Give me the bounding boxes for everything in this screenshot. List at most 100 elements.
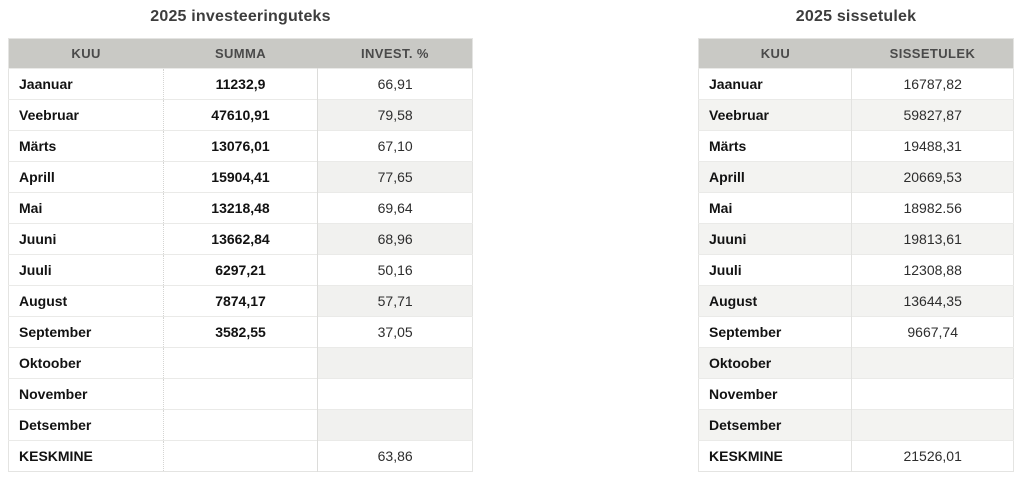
- cell-month: Juuni: [8, 223, 164, 255]
- investments-table-title: 2025 investeeringuteks: [150, 8, 331, 25]
- table-row: Märts 13076,01 67,10: [8, 130, 473, 162]
- cell-value: 13218,48: [163, 192, 319, 224]
- table-row: KESKMINE 63,86: [8, 440, 473, 472]
- cell-value: 6297,21: [163, 254, 319, 286]
- cell-month: Mai: [8, 192, 164, 224]
- cell-value: 57,71: [317, 285, 473, 317]
- table-row: September 3582,55 37,05: [8, 316, 473, 348]
- cell-month: Märts: [8, 130, 164, 162]
- cell-value: [317, 409, 473, 441]
- cell-month: Detsember: [698, 409, 853, 441]
- table-row: August 7874,17 57,71: [8, 285, 473, 317]
- cell-value: 9667,74: [851, 316, 1014, 348]
- header-row: KUU SISSETULEK: [698, 38, 1014, 69]
- cell-value: 47610,91: [163, 99, 319, 131]
- cell-value: [851, 409, 1014, 441]
- cell-value: [851, 347, 1014, 379]
- cell-month: Märts: [698, 130, 853, 162]
- table-row: Juuli 6297,21 50,16: [8, 254, 473, 286]
- cell-month: Jaanuar: [698, 68, 853, 100]
- table-row: Juuni 19813,61: [698, 223, 1014, 255]
- table-row: September 9667,74: [698, 316, 1014, 348]
- cell-value: [163, 440, 319, 472]
- cell-value: 18982.56: [851, 192, 1014, 224]
- table-row: Juuli 12308,88: [698, 254, 1014, 286]
- cell-value: 13662,84: [163, 223, 319, 255]
- cell-month: Mai: [698, 192, 853, 224]
- cell-value: [851, 378, 1014, 410]
- table-row: Juuni 13662,84 68,96: [8, 223, 473, 255]
- cell-value: 59827,87: [851, 99, 1014, 131]
- cell-month: KESKMINE: [8, 440, 164, 472]
- col-header-kuu: KUU: [698, 38, 852, 69]
- table-row: Detsember: [698, 409, 1014, 441]
- table-row: KESKMINE 21526,01: [698, 440, 1014, 472]
- cell-value: 77,65: [317, 161, 473, 193]
- cell-value: 19813,61: [851, 223, 1014, 255]
- table-row: Veebruar 59827,87: [698, 99, 1014, 131]
- table-row: Aprill 15904,41 77,65: [8, 161, 473, 193]
- cell-value: 79,58: [317, 99, 473, 131]
- cell-month: Veebruar: [8, 99, 164, 131]
- income-table-section: 2025 sissetulek KUU SISSETULEK Jaanuar 16…: [698, 0, 1014, 472]
- cell-month: KESKMINE: [698, 440, 853, 472]
- col-header-kuu: KUU: [8, 38, 164, 69]
- table-row: Märts 19488,31: [698, 130, 1014, 162]
- cell-value: 21526,01: [851, 440, 1014, 472]
- cell-value: 67,10: [317, 130, 473, 162]
- cell-month: Aprill: [8, 161, 164, 193]
- cell-month: August: [698, 285, 853, 317]
- cell-value: 13076,01: [163, 130, 319, 162]
- table-row: November: [8, 378, 473, 410]
- cell-value: [317, 347, 473, 379]
- cell-month: Veebruar: [698, 99, 853, 131]
- cell-month: November: [8, 378, 164, 410]
- cell-value: 19488,31: [851, 130, 1014, 162]
- cell-value: 37,05: [317, 316, 473, 348]
- table-row: Mai 13218,48 69,64: [8, 192, 473, 224]
- cell-value: 69,64: [317, 192, 473, 224]
- table-row: November: [698, 378, 1014, 410]
- cell-value: 50,16: [317, 254, 473, 286]
- cell-value: 20669,53: [851, 161, 1014, 193]
- investments-table: KUU SUMMA INVEST. % Jaanuar 11232,9 66,91 V…: [8, 38, 473, 472]
- table-row: Oktoober: [8, 347, 473, 379]
- income-table-body: Jaanuar 16787,82 Veebruar 59827,87 Märts 1948…: [698, 68, 1014, 472]
- table-row: Jaanuar 16787,82: [698, 68, 1014, 100]
- cell-value: 63,86: [317, 440, 473, 472]
- cell-value: 11232,9: [163, 68, 319, 100]
- col-header-sissetulek: SISSETULEK: [851, 38, 1014, 69]
- cell-value: [163, 347, 319, 379]
- header-row: KUU SUMMA INVEST. %: [8, 38, 473, 69]
- cell-value: 3582,55: [163, 316, 319, 348]
- cell-month: September: [698, 316, 853, 348]
- cell-month: Aprill: [698, 161, 853, 193]
- table-row: August 13644,35: [698, 285, 1014, 317]
- cell-value: 13644,35: [851, 285, 1014, 317]
- cell-month: November: [698, 378, 853, 410]
- income-table: KUU SISSETULEK Jaanuar 16787,82 Veebruar 59…: [698, 38, 1014, 472]
- table-row: Mai 18982.56: [698, 192, 1014, 224]
- cell-month: August: [8, 285, 164, 317]
- cell-value: 66,91: [317, 68, 473, 100]
- investments-table-body: Jaanuar 11232,9 66,91 Veebruar 47610,91 79,58…: [8, 68, 473, 472]
- cell-month: Juuli: [698, 254, 853, 286]
- table-row: Detsember: [8, 409, 473, 441]
- cell-month: Jaanuar: [8, 68, 164, 100]
- cell-value: [163, 378, 319, 410]
- table-row: Aprill 20669,53: [698, 161, 1014, 193]
- cell-value: 7874,17: [163, 285, 319, 317]
- cell-month: September: [8, 316, 164, 348]
- cell-month: Oktoober: [8, 347, 164, 379]
- table-row: Oktoober: [698, 347, 1014, 379]
- cell-month: Oktoober: [698, 347, 853, 379]
- table-row: Jaanuar 11232,9 66,91: [8, 68, 473, 100]
- cell-value: 15904,41: [163, 161, 319, 193]
- investments-table-section: 2025 investeeringuteks KUU SUMMA INVEST.…: [8, 0, 473, 472]
- cell-value: 68,96: [317, 223, 473, 255]
- income-table-title: 2025 sissetulek: [795, 8, 917, 25]
- cell-value: 12308,88: [851, 254, 1014, 286]
- cell-value: [317, 378, 473, 410]
- table-row: Veebruar 47610,91 79,58: [8, 99, 473, 131]
- cell-month: Detsember: [8, 409, 164, 441]
